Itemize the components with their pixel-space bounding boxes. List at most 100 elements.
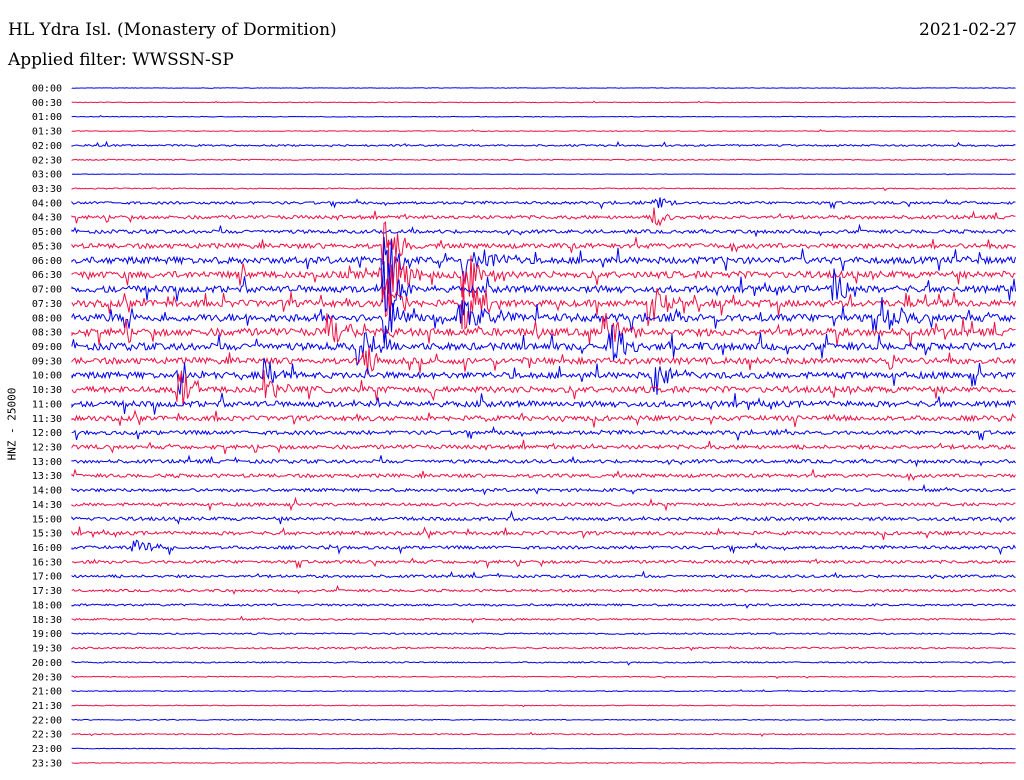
row-time-label: 18:00 (32, 600, 62, 611)
seismic-trace-1830 (71, 615, 1016, 624)
seismic-trace-0700 (71, 261, 1016, 313)
seismic-trace-0030 (71, 100, 1016, 104)
seismic-trace-2200 (71, 718, 1016, 721)
row-time-label: 13:00 (32, 457, 62, 468)
row-time-label: 20:30 (32, 672, 62, 683)
seismic-trace-0230 (71, 158, 1016, 161)
seismic-trace-0630 (71, 242, 1016, 318)
seismic-trace-1600 (71, 539, 1016, 556)
row-time-label: 07:00 (32, 285, 62, 296)
seismic-trace-2230 (71, 731, 1016, 737)
seismic-trace-1130 (71, 409, 1016, 428)
row-time-label: 10:30 (32, 385, 62, 396)
seismic-trace-2030 (71, 675, 1016, 680)
row-time-label: 08:30 (32, 328, 62, 339)
row-time-label: 14:00 (32, 486, 62, 497)
seismic-trace-1100 (71, 392, 1016, 415)
row-time-label: 04:30 (32, 213, 62, 224)
seismic-trace-1800 (71, 603, 1016, 609)
row-time-label: 02:30 (32, 155, 62, 166)
seismic-trace-2330 (71, 762, 1016, 765)
seismic-trace-1900 (71, 632, 1016, 636)
row-time-label: 01:00 (32, 112, 62, 123)
seismic-trace-0900 (71, 324, 1016, 366)
station-title: HL Ydra Isl. (Monastery of Dormition) (8, 20, 337, 40)
seismic-trace-1630 (72, 557, 1016, 570)
row-time-label: 12:30 (32, 443, 62, 454)
seismic-trace-1030 (71, 369, 1016, 407)
row-time-label: 06:30 (32, 270, 62, 281)
seismic-trace-1430 (71, 496, 1016, 512)
record-date: 2021-02-27 (918, 20, 1017, 40)
seismic-trace-0130 (71, 129, 1016, 132)
seismic-trace-2100 (71, 689, 1016, 693)
row-time-label: 00:30 (32, 98, 62, 109)
seismic-trace-2000 (71, 660, 1016, 666)
seismic-trace-0930 (71, 346, 1016, 375)
row-time-label: 13:30 (32, 471, 62, 482)
seismic-trace-0100 (71, 114, 1016, 118)
row-time-label: 04:00 (32, 198, 62, 209)
seismic-trace-0430 (71, 207, 1016, 227)
row-time-label: 11:00 (32, 399, 62, 410)
row-time-label: 03:30 (32, 184, 62, 195)
row-time-label: 00:00 (32, 84, 62, 95)
row-time-label: 16:30 (32, 557, 62, 568)
row-time-label: 16:00 (32, 543, 62, 554)
seismic-trace-0500 (71, 223, 1016, 238)
seismic-trace-0400 (71, 197, 1016, 210)
filter-label: Applied filter: WWSSN-SP (8, 50, 234, 70)
row-time-label: 23:00 (32, 744, 62, 755)
seismic-trace-1730 (71, 584, 1016, 595)
seismic-trace-0300 (71, 173, 1016, 176)
seismic-trace-0800 (71, 297, 1016, 344)
seismic-trace-0200 (71, 140, 1016, 148)
row-time-label: 19:00 (32, 629, 62, 640)
seismic-trace-2130 (71, 704, 1016, 708)
seismic-trace-1300 (71, 454, 1016, 468)
row-time-label: 02:00 (32, 141, 62, 152)
seismic-trace-0330 (71, 187, 1016, 192)
row-time-label: 15:30 (32, 529, 62, 540)
seismic-trace-1200 (71, 425, 1016, 441)
row-time-label: 12:00 (32, 428, 62, 439)
row-time-label: 08:00 (32, 313, 62, 324)
seismic-trace-1700 (71, 570, 1016, 580)
row-time-label: 22:00 (32, 715, 62, 726)
row-time-label: 17:00 (32, 572, 62, 583)
row-time-label: 22:30 (32, 730, 62, 741)
row-time-label: 17:30 (32, 586, 62, 597)
row-time-label: 06:00 (32, 256, 62, 267)
row-time-label: 21:00 (32, 687, 62, 698)
seismic-trace-1400 (71, 483, 1016, 496)
row-time-label: 10:00 (32, 371, 62, 382)
row-time-label: 09:30 (32, 356, 62, 367)
seismic-trace-0600 (71, 236, 1016, 303)
row-time-label: 09:00 (32, 342, 62, 353)
row-time-label: 01:30 (32, 127, 62, 138)
row-time-label: 05:30 (32, 241, 62, 252)
row-time-label: 20:00 (32, 658, 62, 669)
seismic-trace-1330 (71, 469, 1016, 482)
row-time-label: 18:30 (32, 615, 62, 626)
row-time-label: 14:30 (32, 500, 62, 511)
seismic-trace-0730 (71, 278, 1016, 331)
seismic-trace-1530 (71, 526, 1016, 540)
seismic-trace-1000 (71, 357, 1016, 395)
row-time-label: 03:00 (32, 170, 62, 181)
row-time-label: 15:00 (32, 514, 62, 525)
seismic-trace-2300 (71, 747, 1016, 750)
seismic-trace-0830 (71, 312, 1016, 347)
seismic-trace-1930 (71, 645, 1016, 651)
seismic-trace-1500 (71, 510, 1016, 525)
row-time-label: 05:00 (32, 227, 62, 238)
row-time-label: 07:30 (32, 299, 62, 310)
row-time-label: 23:30 (32, 758, 62, 769)
row-time-label: 11:30 (32, 414, 62, 425)
row-time-label: 19:30 (32, 644, 62, 655)
seismic-trace-0530 (71, 221, 1016, 265)
row-time-label: 21:30 (32, 701, 62, 712)
seismic-trace-0000 (71, 87, 1016, 89)
seismic-trace-1230 (71, 439, 1016, 455)
